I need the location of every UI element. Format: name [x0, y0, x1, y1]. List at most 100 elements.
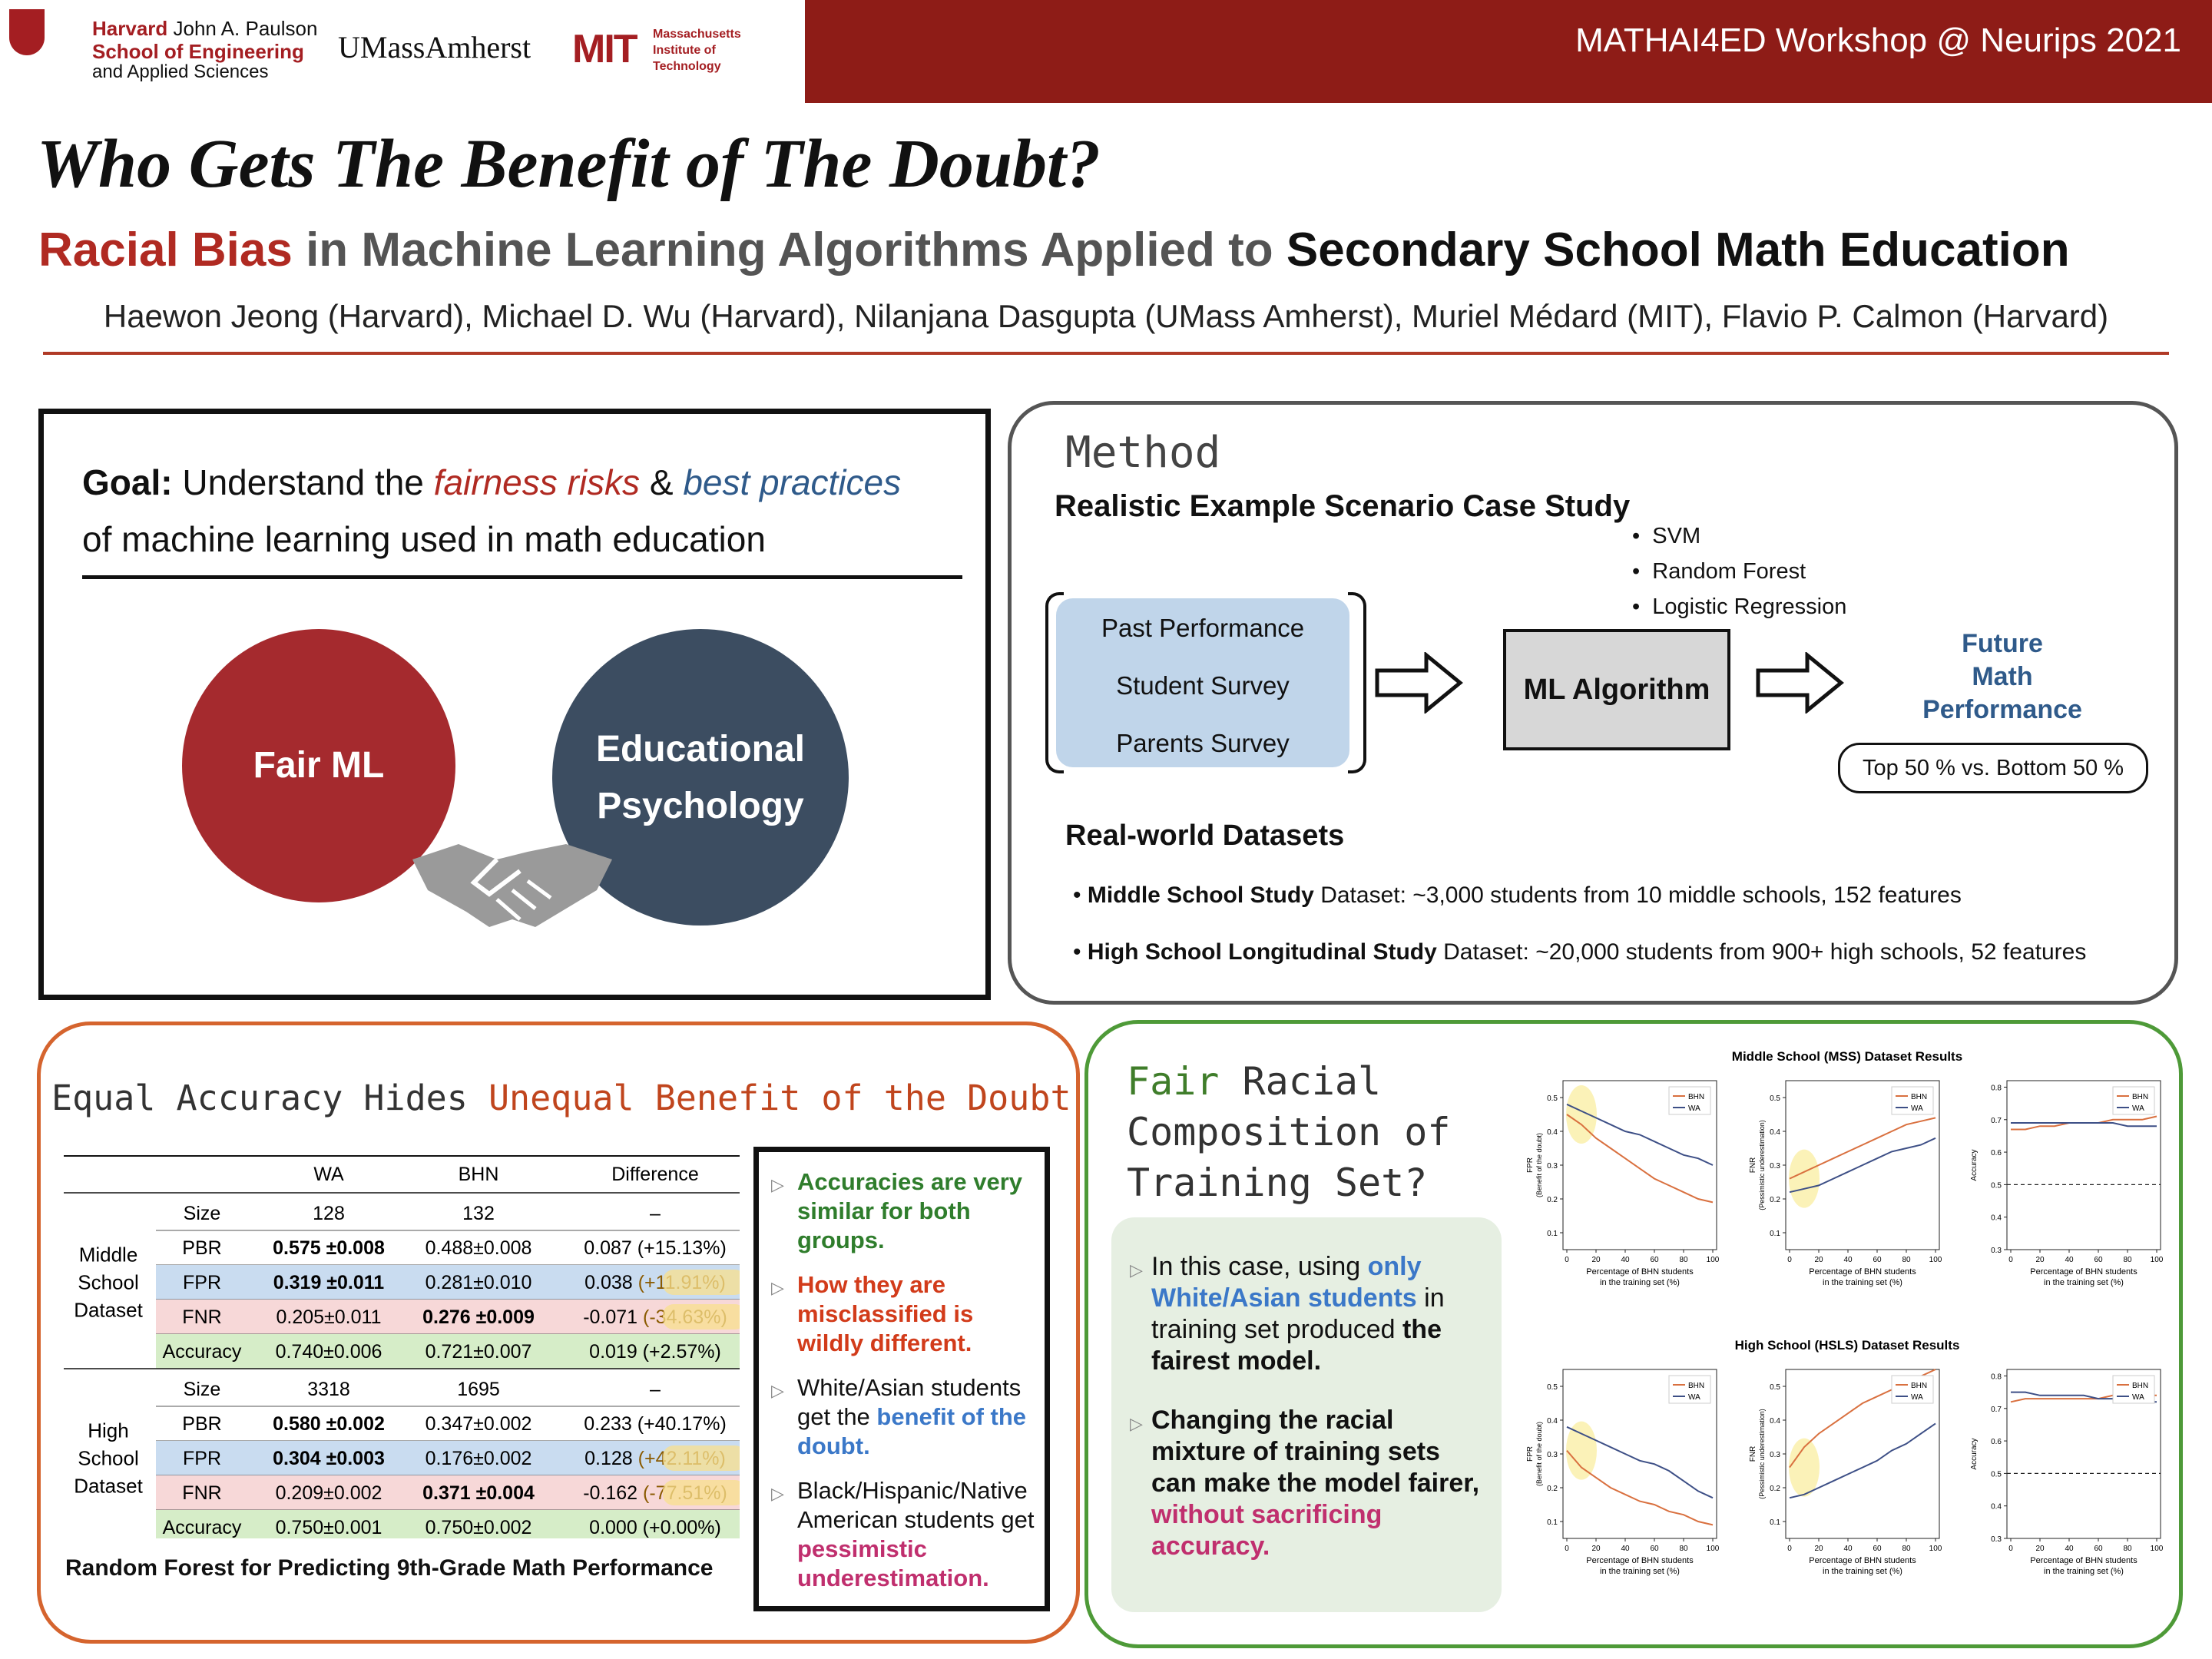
- mit-text: Massachusetts Institute of Technology: [653, 26, 745, 75]
- mit-logo: MIT: [572, 27, 638, 71]
- y-tick-label: 0.4: [1547, 1128, 1558, 1137]
- diff-value: 0.087 (+15.13%): [584, 1237, 727, 1259]
- group-name: Middle: [79, 1243, 138, 1267]
- finding-highlight: benefit of the doubt.: [797, 1403, 1027, 1459]
- y-tick-label: 0.3: [1770, 1451, 1780, 1459]
- y-tick-label: 0.5: [1770, 1094, 1780, 1103]
- column-header: Difference: [611, 1164, 699, 1185]
- y-axis-label: (Pessimistic underestimation): [1758, 1409, 1766, 1499]
- row-label: FNR: [182, 1482, 221, 1504]
- goal-text: Goal: Understand the fairness risks & be…: [82, 454, 965, 568]
- row-highlight: [156, 1334, 740, 1369]
- triangle-bullet-icon: ▷: [771, 1381, 784, 1400]
- legend-label: WA: [2132, 1393, 2144, 1402]
- harvard-line2: School of Engineering: [92, 40, 304, 63]
- harvard-line1: Harvard John A. Paulson: [92, 17, 317, 41]
- harvard-rest: John A. Paulson: [173, 17, 318, 40]
- x-tick-label: 40: [1843, 1256, 1853, 1264]
- legend-label: WA: [1911, 1393, 1923, 1402]
- x-axis-label: in the training set (%): [1823, 1567, 1902, 1576]
- diff-value: -0.162: [583, 1482, 643, 1504]
- fair-findings-box: ▷ In this case, using only White/Asian st…: [1111, 1217, 1502, 1612]
- dataset-desc: Dataset: ~20,000 students from 900+ high…: [1436, 939, 2087, 965]
- y-tick-label: 0.4: [1770, 1417, 1780, 1426]
- x-tick-label: 40: [1621, 1545, 1630, 1553]
- y-tick-label: 0.4: [1770, 1128, 1780, 1137]
- edu-psych-line2: Psychology: [597, 786, 804, 826]
- y-axis-label: FPR: [1526, 1446, 1535, 1462]
- y-axis-label: (Pessimistic underestimation): [1758, 1120, 1766, 1210]
- x-tick-label: 20: [1591, 1256, 1601, 1264]
- cell-wa: 0.575 ±0.008: [273, 1237, 385, 1259]
- y-tick-label: 0.5: [1547, 1383, 1558, 1392]
- y-tick-label: 0.5: [1770, 1383, 1780, 1392]
- cell-bhn: 1695: [457, 1379, 500, 1400]
- legend-label: BHN: [2132, 1382, 2148, 1390]
- fair-title-line2: Composition of: [1127, 1110, 1451, 1154]
- x-axis-label: Percentage of BHN students: [1586, 1556, 1694, 1565]
- input-item: Student Survey: [1116, 671, 1290, 700]
- y-tick-label: 0.5: [1547, 1094, 1558, 1103]
- dataset-item-hsls: • High School Longitudinal Study Dataset…: [1073, 939, 2087, 965]
- fair-title-word: Fair: [1127, 1059, 1220, 1104]
- x-tick-label: 0: [1565, 1545, 1569, 1553]
- fair-title: Fair Racial Composition of Training Set?: [1127, 1056, 1450, 1208]
- y-tick-label: 0.5: [1991, 1470, 2002, 1479]
- series-line-wa: [1789, 1137, 1936, 1194]
- y-tick-label: 0.3: [1547, 1451, 1558, 1459]
- x-tick-label: 40: [1843, 1545, 1853, 1553]
- cell-wa: 3318: [307, 1379, 350, 1400]
- legend-label: BHN: [1688, 1382, 1704, 1390]
- series-line-bhn: [1789, 1117, 1936, 1180]
- group-name: High: [88, 1419, 128, 1442]
- future-performance: Future Math Performance: [1849, 628, 2156, 727]
- y-axis-label: FNR: [1749, 1446, 1757, 1462]
- goal-panel: Goal: Understand the fairness risks & be…: [38, 409, 991, 1000]
- diff-highlight: [663, 1270, 740, 1295]
- diff-value: –: [650, 1203, 661, 1224]
- cell-bhn: 0.176±0.002: [426, 1448, 532, 1469]
- x-tick-label: 20: [1814, 1256, 1823, 1264]
- series-line-bhn: [1566, 1449, 1714, 1526]
- y-tick-label: 0.7: [1991, 1406, 2002, 1414]
- x-tick-label: 20: [2035, 1545, 2045, 1553]
- legend-box: [1891, 1086, 1934, 1115]
- x-axis-label: in the training set (%): [1823, 1278, 1902, 1287]
- cell-diff: 0.019 (+2.57%): [589, 1341, 721, 1363]
- method-title: Method: [1065, 428, 1221, 478]
- y-tick-label: 0.3: [1991, 1247, 2002, 1255]
- x-tick-label: 20: [2035, 1256, 2045, 1264]
- equal-accuracy-panel: Equal Accuracy Hides Unequal Benefit of …: [37, 1022, 1080, 1644]
- future-line: Math: [1972, 662, 2033, 691]
- x-axis-label: in the training set (%): [1600, 1567, 1680, 1576]
- dataset-desc: Dataset: ~3,000 students from 10 middle …: [1313, 882, 1962, 908]
- row-label: Size: [184, 1379, 221, 1400]
- algorithm-item: • Random Forest: [1632, 559, 1806, 584]
- legend-box: [2112, 1086, 2155, 1115]
- series-line-bhn: [1566, 1114, 1714, 1204]
- logo-bar: Harvard John A. Paulson School of Engine…: [0, 0, 806, 103]
- cell-wa: 0.750±0.001: [276, 1517, 382, 1538]
- table-caption: Random Forest for Predicting 9th-Grade M…: [65, 1555, 714, 1581]
- x-tick-label: 100: [1929, 1545, 1942, 1553]
- row-label: FPR: [183, 1272, 221, 1293]
- top-bottom-badge: Top 50 % vs. Bottom 50 %: [1838, 743, 2148, 793]
- goal-line2: of machine learning used in math educati…: [82, 519, 766, 559]
- arrow-right-icon: [1375, 652, 1463, 714]
- left-bracket: [1045, 592, 1064, 773]
- y-axis-label: (Benefit of the doubt): [1535, 1133, 1543, 1197]
- x-axis-label: in the training set (%): [1600, 1278, 1680, 1287]
- eq-title-part2: Unequal Benefit of the Doubt: [488, 1078, 1071, 1118]
- y-tick-label: 0.1: [1770, 1518, 1780, 1527]
- y-axis-label: FNR: [1749, 1157, 1757, 1174]
- legend-box: [1891, 1375, 1934, 1404]
- diff-value: 0.019 (+2.57%): [589, 1341, 721, 1363]
- fair-highlight: without sacrificing accuracy.: [1151, 1500, 1382, 1561]
- y-axis-label: Accuracy: [1970, 1438, 1979, 1469]
- y-tick-label: 0.4: [1547, 1417, 1558, 1426]
- cell-bhn: 0.347±0.002: [426, 1413, 532, 1435]
- y-tick-label: 0.6: [1991, 1438, 2002, 1446]
- mit-text-1: Massachusetts: [653, 28, 741, 41]
- diff-value: 0.233 (+40.17%): [584, 1413, 727, 1435]
- eq-title-part1: Equal Accuracy Hides: [51, 1078, 488, 1118]
